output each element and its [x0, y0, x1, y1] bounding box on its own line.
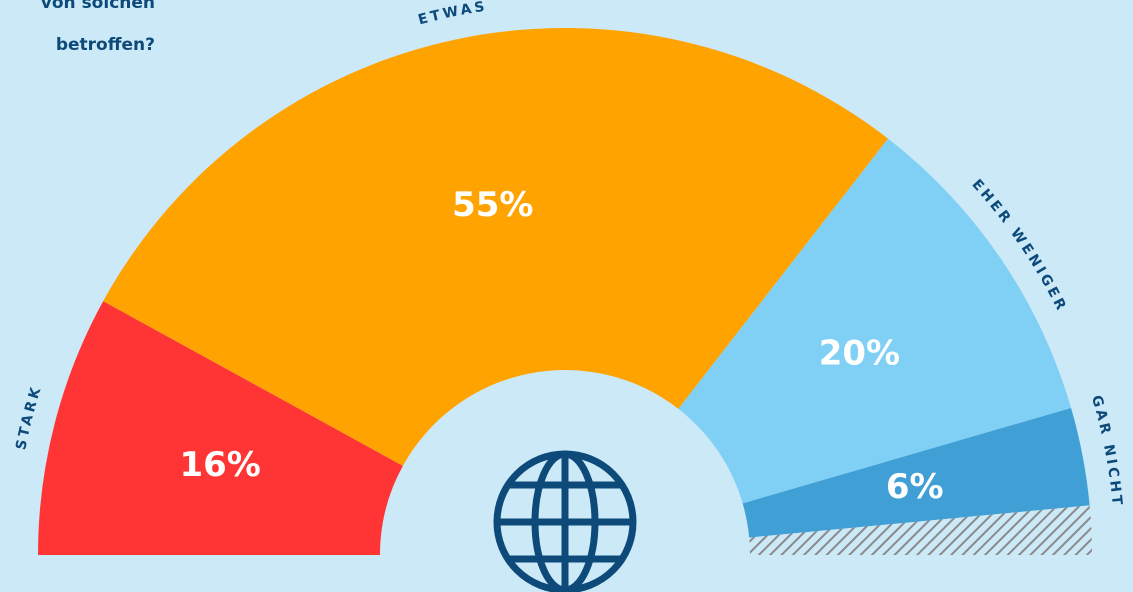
category-label-path: GAR NICHT: [1088, 394, 1122, 509]
category-label: GAR NICHT: [1088, 394, 1125, 509]
wedge: [38, 301, 403, 555]
globe-icon: [493, 450, 637, 592]
category-label-path: STARK: [13, 383, 42, 451]
wedge: [103, 28, 889, 466]
remainder: [749, 505, 1092, 555]
wedge: [742, 407, 1090, 538]
value-label: 20%: [819, 333, 900, 373]
category-label-path: ETWAS: [416, 0, 485, 28]
category-label: ETWAS: [416, 0, 488, 28]
title-line: betroffen?: [56, 35, 155, 55]
value-label: 55%: [452, 185, 533, 225]
wedge: [678, 138, 1072, 504]
title-line: von solchen: [41, 0, 155, 13]
wedges: [38, 28, 1092, 555]
value-label: 6%: [886, 467, 944, 507]
value-label: 16%: [179, 445, 260, 485]
category-label: STARK: [13, 383, 45, 451]
